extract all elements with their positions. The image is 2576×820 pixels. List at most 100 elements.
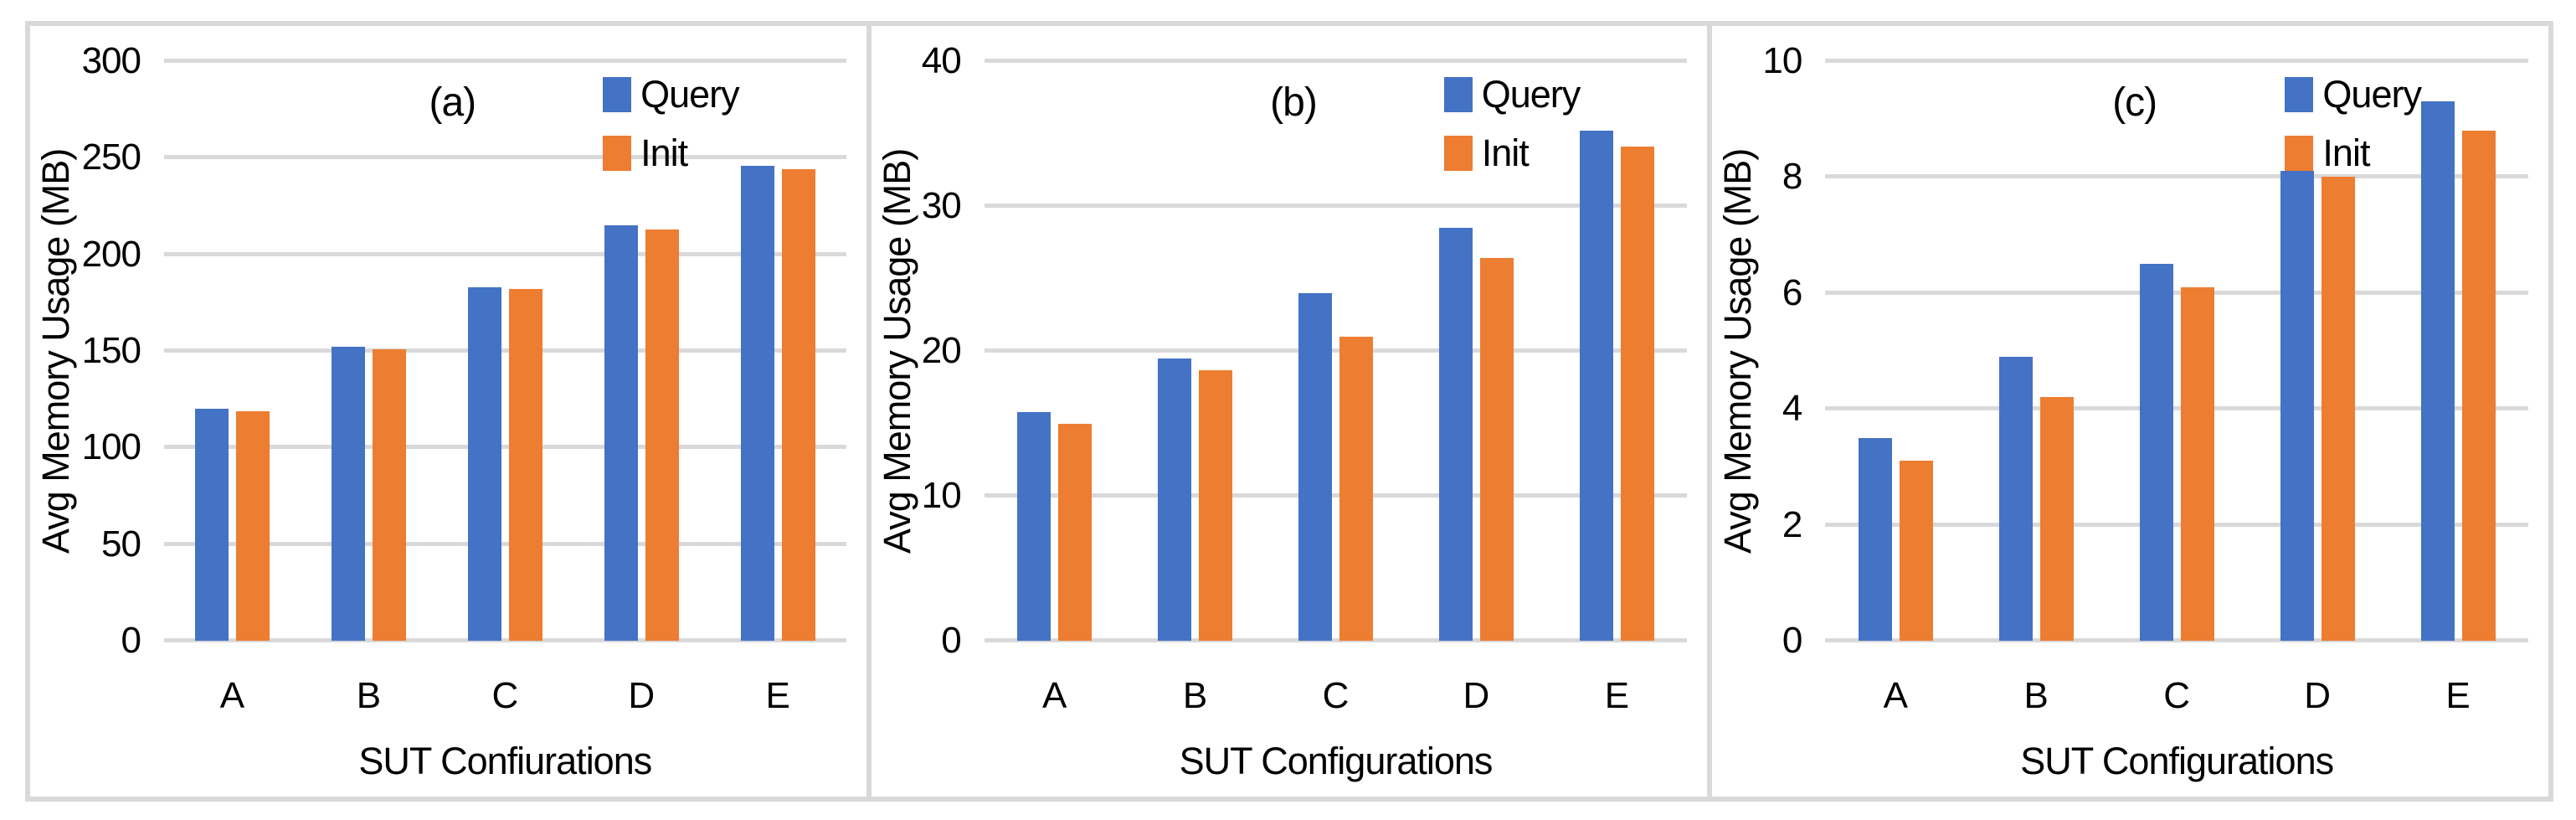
- gridline: [1825, 406, 2529, 411]
- panel-b: Avg Memory Usage (MB) 0 10 20 30 40 A B C D E SU…: [866, 26, 1708, 797]
- x-tick-label: C: [1322, 675, 1350, 716]
- x-tick-label: E: [1604, 675, 1630, 716]
- bar-group-A: [1825, 61, 1966, 641]
- bar-query-B: [331, 347, 365, 641]
- x-axis-tick-labels: A B C D E: [985, 678, 1688, 721]
- bar-init-A: [235, 410, 270, 641]
- legend-swatch-query-icon: [1443, 77, 1473, 112]
- bar-query-A: [1858, 437, 1892, 641]
- bar-init-E: [1620, 147, 1654, 641]
- x-axis-title: SUT Confiurations: [358, 740, 652, 782]
- gridline: [984, 204, 1688, 208]
- bar-group-A: [164, 61, 301, 641]
- y-axis-title: Avg Memory Usage (MB): [34, 148, 77, 554]
- x-axis-title: SUT Configurations: [1179, 740, 1494, 782]
- gridline: [1825, 522, 2529, 527]
- y-tick-label: 4: [1782, 388, 1803, 430]
- gridline: [1825, 174, 2529, 179]
- gridline: [984, 493, 1688, 498]
- bar-group-C: [2106, 61, 2247, 641]
- bar-group-E: [2388, 61, 2528, 641]
- y-tick-label: 150: [81, 330, 141, 371]
- bar-group-B: [1966, 61, 2106, 641]
- gridline: [164, 638, 846, 642]
- bar-init-E: [2461, 131, 2496, 641]
- bar-query-D: [604, 225, 638, 641]
- x-axis-tick-labels: A B C D E: [1825, 678, 2528, 721]
- y-tick-label: 10: [1762, 40, 1802, 81]
- y-tick-label: 20: [921, 330, 962, 371]
- chart-frame: Avg Memory Usage (MB) 0 50 100 150 200 250 300…: [25, 21, 2553, 802]
- legend-item-query: Query: [2285, 73, 2422, 116]
- bar-query-D: [1438, 227, 1473, 641]
- x-tick-label: E: [2445, 675, 2471, 716]
- bar-init-E: [781, 169, 815, 641]
- gridline: [164, 251, 846, 256]
- bar-query-A: [1017, 411, 1051, 641]
- y-axis-tick-labels: 0 10 20 30 40: [917, 43, 962, 659]
- y-axis-tick-labels: 0 50 100 150 200 250 300: [75, 43, 141, 659]
- bar-query-E: [1579, 131, 1613, 641]
- bar-group-E: [710, 61, 846, 641]
- gridline: [1825, 290, 2529, 295]
- x-tick-label: B: [356, 675, 382, 716]
- legend-item-query: Query: [1443, 73, 1581, 116]
- y-tick-label: 40: [921, 40, 962, 81]
- y-axis-title: Avg Memory Usage (MB): [875, 148, 918, 554]
- plot-area: [1825, 59, 2529, 642]
- bar-group-C: [1266, 61, 1406, 641]
- legend-swatch-init-icon: [1443, 136, 1473, 171]
- legend-swatch-init-icon: [2285, 136, 2314, 171]
- legend: Query Init: [1443, 73, 1581, 175]
- bar-query-D: [2280, 171, 2314, 641]
- x-tick-label: C: [491, 675, 519, 716]
- y-tick-label: 100: [81, 426, 141, 468]
- y-tick-label: 50: [101, 523, 141, 565]
- y-tick-label: 0: [941, 620, 962, 661]
- y-tick-label: 200: [81, 233, 141, 275]
- x-tick-label: D: [1463, 675, 1490, 716]
- x-tick-label: A: [219, 675, 245, 716]
- bar-query-C: [467, 286, 501, 641]
- bar-group-C: [437, 61, 573, 641]
- legend-item-init: Init: [2285, 132, 2421, 175]
- y-axis-title: Avg Memory Usage (MB): [1716, 148, 1760, 554]
- plot-area: [984, 59, 1688, 642]
- gridline: [1825, 638, 2529, 642]
- legend-swatch-init-icon: [603, 136, 632, 171]
- bar-init-A: [1058, 423, 1093, 641]
- panel-label: (b): [1270, 80, 1318, 125]
- bar-init-B: [2039, 397, 2074, 641]
- panel-label: (c): [2112, 80, 2157, 125]
- x-tick-label: D: [2304, 675, 2331, 716]
- gridline: [1825, 59, 2529, 63]
- gridline: [164, 155, 846, 160]
- bar-init-D: [645, 229, 679, 641]
- bar-query-B: [1998, 356, 2033, 641]
- bar-init-A: [1899, 461, 1933, 641]
- legend: Query Init: [603, 73, 740, 175]
- gridline: [984, 59, 1688, 63]
- legend-label-init: Init: [640, 132, 688, 174]
- x-tick-label: B: [2023, 675, 2049, 716]
- gridline: [164, 541, 846, 546]
- bar-query-E: [2420, 101, 2455, 641]
- y-tick-label: 0: [1782, 620, 1803, 661]
- legend-label-query: Query: [2322, 73, 2422, 116]
- y-tick-label: 2: [1782, 503, 1803, 545]
- bar-query-C: [1298, 292, 1332, 641]
- bar-query-C: [2139, 264, 2173, 641]
- panel-c: Avg Memory Usage (MB) 0 2 4 6 8 10 A B C D E SUT …: [1707, 26, 2548, 797]
- panel-label: (a): [429, 80, 476, 125]
- bar-init-C: [1339, 336, 1373, 641]
- x-axis-tick-labels: A B C D E: [164, 678, 846, 721]
- bar-init-D: [2321, 177, 2355, 641]
- bar-query-E: [740, 165, 774, 641]
- bar-query-B: [1158, 358, 1192, 641]
- bar-init-B: [372, 348, 406, 641]
- bar-group-B: [1125, 61, 1266, 641]
- plot-area: [164, 59, 846, 642]
- legend-item-query: Query: [603, 73, 740, 116]
- x-axis-title: SUT Configurations: [2020, 740, 2334, 782]
